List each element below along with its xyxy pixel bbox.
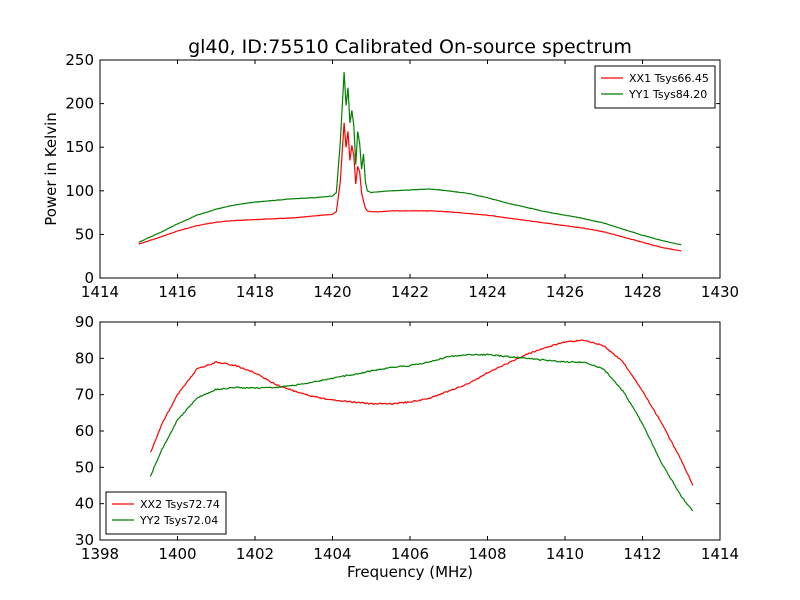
y-tick-label: 30 — [75, 531, 94, 549]
series-line-0-0 — [138, 122, 682, 252]
x-tick-label: 1420 — [313, 283, 351, 301]
x-tick-label: 1404 — [313, 545, 351, 563]
y-tick-label: 200 — [65, 95, 94, 113]
x-tick-label: 1400 — [158, 545, 196, 563]
y-tick-label: 40 — [75, 495, 94, 513]
x-tick-label: 1422 — [391, 283, 429, 301]
x-tick-label: 1418 — [236, 283, 274, 301]
y-axis-label: Power in Kelvin — [42, 112, 60, 226]
x-axis-label: Frequency (MHz) — [347, 563, 473, 581]
bottom-panel: 1398 1400 1402 1404 1406 1408 1410 1412 1414 30 40… — [75, 313, 739, 581]
figure-title: gl40, ID:75510 Calibrated On-source spec… — [188, 36, 632, 58]
y-tick-label: 50 — [75, 225, 94, 243]
y-tick-label: 80 — [75, 349, 94, 367]
legend-label: YY2 Tsys72.04 — [139, 514, 218, 527]
x-tick-label: 1408 — [468, 545, 506, 563]
y-tick-label: 100 — [65, 182, 94, 200]
x-tick-label: 1406 — [391, 545, 429, 563]
x-tick-label: 1424 — [468, 283, 506, 301]
y-tick-label: 50 — [75, 458, 94, 476]
legend-box — [594, 65, 716, 109]
x-tick-label: 1414 — [701, 545, 739, 563]
y-tick-label: 150 — [65, 138, 94, 156]
y-tick-label: 90 — [75, 313, 94, 331]
legend-label: XX1 Tsys66.45 — [629, 72, 709, 85]
x-tick-label: 1414 — [81, 283, 119, 301]
y-tick-label: 250 — [65, 51, 94, 69]
x-tick-label: 1398 — [81, 545, 119, 563]
legend: XX1 Tsys66.45 YY1 Tsys84.20 — [594, 65, 716, 109]
x-tick-label: 1428 — [623, 283, 661, 301]
series-line-0-1 — [138, 72, 682, 246]
top-panel: 1414 1416 1418 1420 1422 1424 1426 1428 1430 0 50 1… — [42, 51, 739, 301]
x-tick-label: 1410 — [546, 545, 584, 563]
legend-label: YY1 Tsys84.20 — [628, 88, 707, 101]
x-tick-label: 1412 — [623, 545, 661, 563]
x-tick-label: 1416 — [158, 283, 196, 301]
x-tick-label: 1430 — [701, 283, 739, 301]
series-line-1-0 — [149, 339, 694, 486]
x-tick-label: 1402 — [236, 545, 274, 563]
y-tick-label: 70 — [75, 386, 94, 404]
y-tick-label: 60 — [75, 422, 94, 440]
legend-label: XX2 Tsys72.74 — [140, 498, 220, 511]
legend-box — [105, 491, 227, 535]
y-tick-label: 0 — [84, 269, 94, 287]
legend: XX2 Tsys72.74 YY2 Tsys72.04 — [105, 491, 227, 535]
x-tick-label: 1426 — [546, 283, 584, 301]
series-line-1-1 — [149, 353, 694, 512]
